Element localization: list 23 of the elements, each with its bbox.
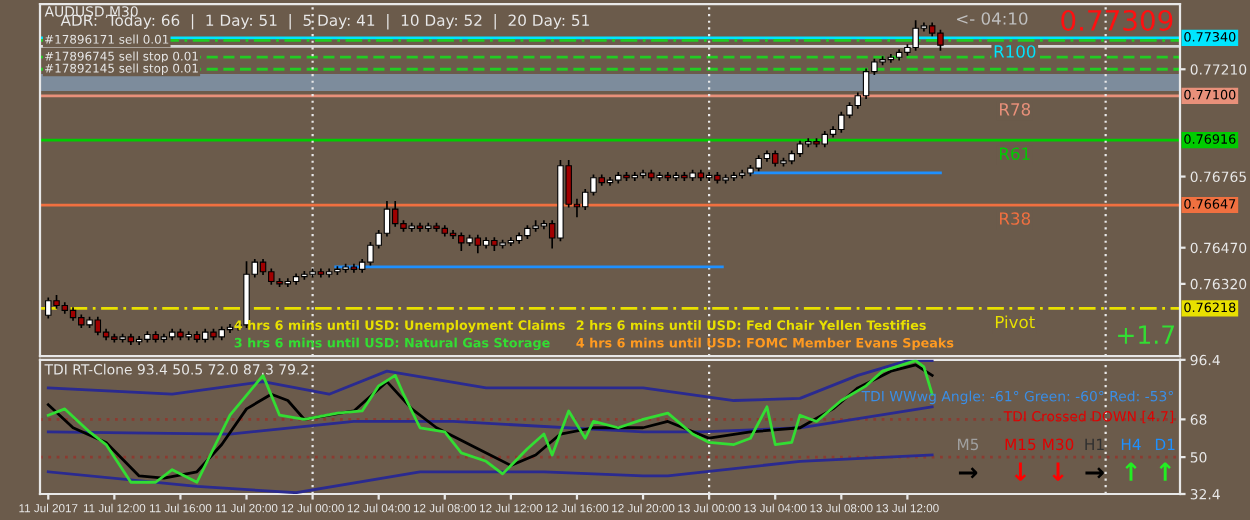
- annotation: R100: [994, 45, 1036, 58]
- annotation: 0.77309: [1061, 9, 1173, 31]
- candlestick: [912, 20, 919, 51]
- annotation: →: [1085, 467, 1104, 479]
- line-series: [46, 359, 934, 402]
- annotation: R78: [1000, 103, 1031, 116]
- candlestick: [838, 111, 845, 133]
- line-series: [46, 453, 934, 494]
- annotation: ↑: [1125, 462, 1137, 481]
- annotation: Pivot: [995, 315, 1035, 329]
- annotation: +1.7: [1118, 325, 1175, 344]
- annotation: R61: [1000, 147, 1030, 160]
- candlestick: [937, 29, 944, 51]
- candlestick: [391, 201, 399, 227]
- annotation: ↓: [1014, 462, 1027, 481]
- annotation: <- 04:10: [957, 12, 1028, 25]
- annotation: R38: [1000, 212, 1031, 225]
- line-series: [46, 405, 934, 436]
- candlestick: [862, 68, 870, 100]
- candlestick: [45, 297, 52, 319]
- annotation: ↑: [1159, 462, 1171, 481]
- annotation: →: [958, 467, 978, 479]
- annotation: ↓: [1052, 462, 1064, 481]
